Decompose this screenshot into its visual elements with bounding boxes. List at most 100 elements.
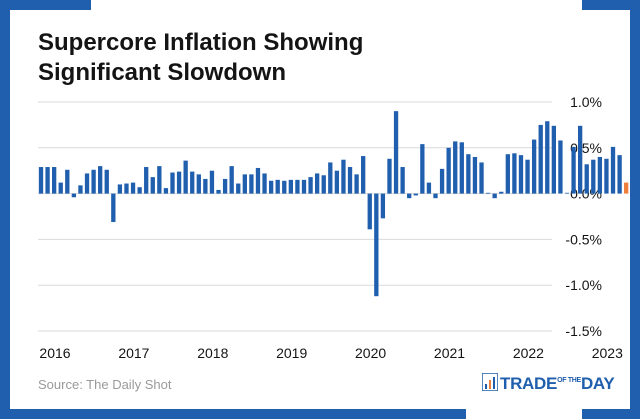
bar [518,155,524,194]
bar [433,193,438,199]
bar [209,170,215,194]
bar [58,182,63,194]
bar [163,188,169,194]
bar [157,166,162,194]
bar [288,179,293,194]
bar [347,167,353,194]
bar [551,125,556,194]
bar [492,193,497,199]
frame-left-edge [0,0,10,419]
bar [420,144,425,194]
logo-text-day: DAY [580,374,615,393]
frame-corner-top-right-horizontal [582,0,640,10]
bar [38,167,44,194]
bar [203,178,208,194]
logo-text-trade: TRADE [500,374,558,393]
x-tick-label: 2019 [276,345,307,361]
x-tick-label: 2018 [197,345,228,361]
bar [321,175,326,194]
logo-wordmark: TRADEOF THEDAY [500,374,615,394]
bar [578,125,583,194]
chart-title-line-1: Supercore Inflation Showing [38,29,364,56]
frame-corner-top-left-horizontal [0,0,91,10]
bar-chart-logo-icon [482,373,498,391]
x-tick-label: 2021 [434,345,465,361]
bar [111,193,116,222]
bar [499,191,504,194]
y-tick-label: 1.0% [570,94,602,110]
bar [150,177,155,194]
bar [545,121,550,194]
bar [591,159,596,194]
bar [407,193,412,199]
bar [190,171,195,194]
bar [91,169,96,194]
bar [571,146,576,194]
bar [367,193,372,230]
bar [328,162,333,194]
bar [400,167,405,194]
x-tick-label: 2022 [513,345,544,361]
chart-title: Supercore Inflation Showing Significant … [38,28,458,88]
bar [380,193,386,219]
frame-corner-bottom-right-horizontal [582,409,640,419]
bar [301,179,307,194]
bar [295,179,300,194]
bar [387,158,392,194]
bar [446,147,451,194]
bar [222,178,228,194]
bar [78,185,83,194]
bar [124,183,129,194]
bar [98,166,103,194]
bar [604,158,609,194]
x-tick-label: 2023 [592,345,623,361]
bar [104,169,109,194]
bar [144,167,149,194]
bar [71,193,77,198]
bar [525,159,530,194]
bar [216,189,221,194]
bar [45,167,50,194]
bar [117,184,123,194]
bar [242,174,247,194]
bar [249,174,254,194]
bar [393,111,399,194]
bar [315,173,320,194]
bar [65,169,70,194]
bar [472,156,478,194]
bar [268,180,274,194]
bar [183,160,188,194]
bar [505,154,510,194]
x-tick-label: 2020 [355,345,386,361]
y-tick-label: -0.5% [565,231,602,247]
bar [531,139,537,194]
x-tick-label: 2016 [39,345,70,361]
frame-bottom-edge [0,409,466,419]
bar [459,142,464,194]
bar [334,170,340,194]
bar [558,140,563,194]
bar [229,166,234,194]
trade-of-the-day-logo: TRADEOF THEDAY [480,371,615,395]
bar [413,193,418,196]
y-tick-label: -1.0% [565,277,602,293]
bar [610,146,616,194]
logo-text-of-the: OF THE [557,377,581,384]
bar [426,182,432,194]
bar [137,187,142,194]
bar [196,174,201,194]
bar [597,156,603,194]
bar [439,168,445,194]
bar [564,192,570,194]
bar [584,164,589,194]
bar [84,173,90,194]
bar [275,179,280,194]
bar [52,167,57,194]
source-note: Source: The Daily Shot [38,377,172,392]
bar [308,177,313,194]
bar [374,193,379,297]
y-tick-label: -1.5% [565,323,602,339]
bar [262,173,267,194]
bar [512,153,517,194]
